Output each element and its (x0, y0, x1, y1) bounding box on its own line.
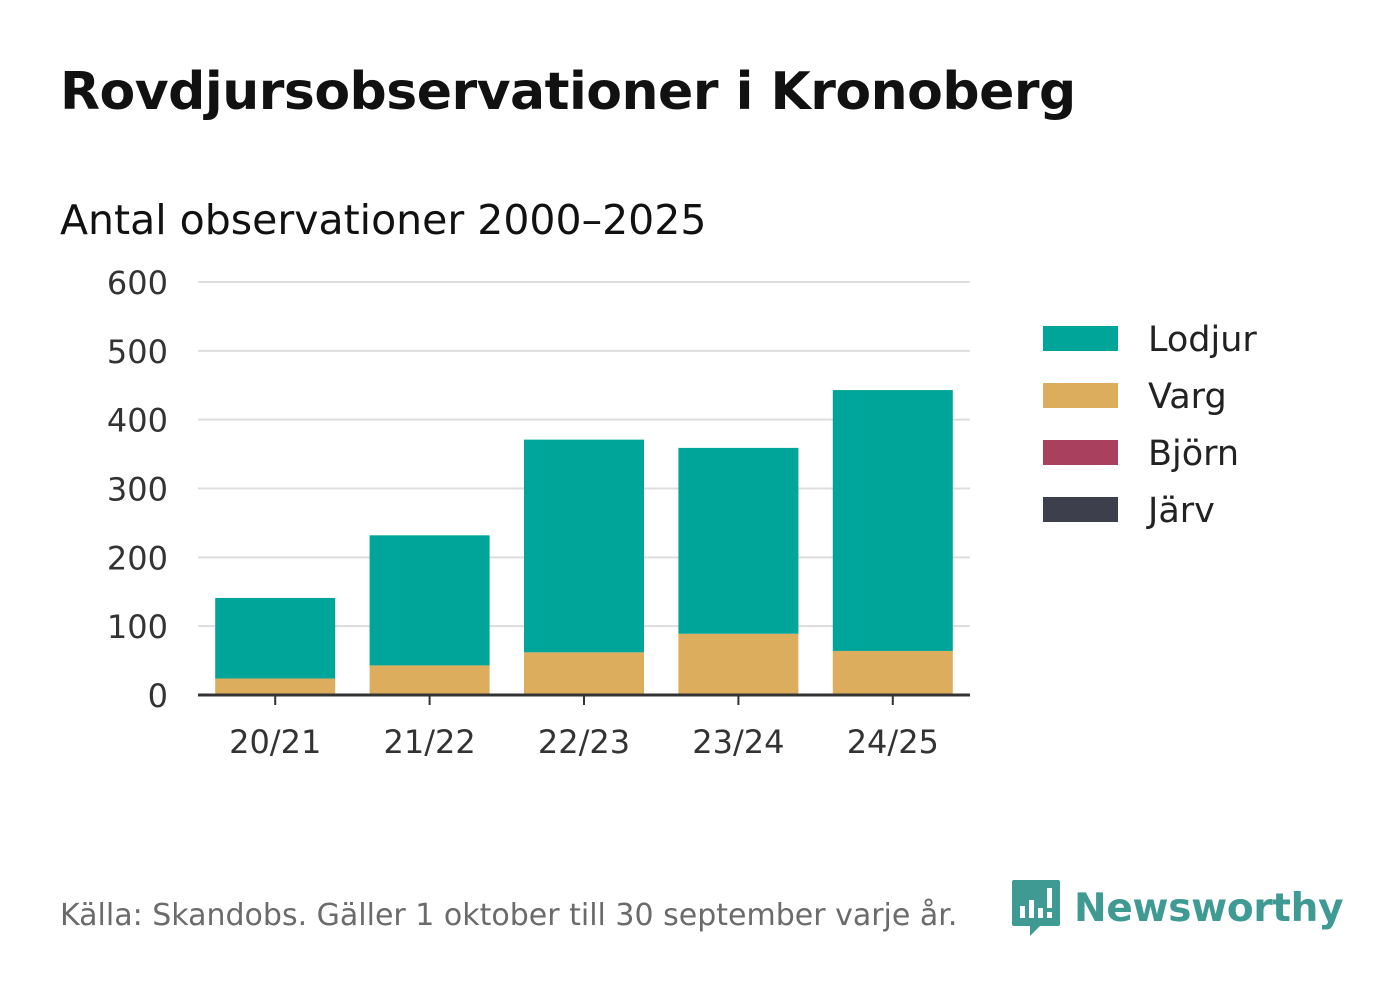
y-tick-label-0: 0 (148, 677, 168, 715)
y-tick-label-100: 100 (107, 608, 168, 646)
legend-label-lodjur: Lodjur (1148, 320, 1257, 360)
y-tick-label-200: 200 (107, 539, 168, 577)
newsworthy-logo[interactable]: Newsworthy (1010, 878, 1343, 938)
legend-swatch-varg (1043, 383, 1118, 408)
bar-lodjur-23-24 (678, 448, 798, 634)
legend-swatch-björn (1043, 440, 1118, 465)
bar-varg-23-24 (678, 634, 798, 695)
source-note: Källa: Skandobs. Gäller 1 oktober till 3… (60, 898, 957, 933)
legend-label-järv: Järv (1146, 491, 1215, 531)
y-tick-label-300: 300 (107, 471, 168, 509)
x-tick-label-23-24: 23/24 (692, 723, 784, 761)
x-tick-label-20-21: 20/21 (229, 723, 321, 761)
y-tick-label-500: 500 (107, 333, 168, 371)
brand-name: Newsworthy (1074, 886, 1343, 931)
x-tick-label-24-25: 24/25 (847, 723, 939, 761)
legend: Lodjur Varg Björn Järv (1043, 320, 1257, 531)
bar-lodjur-24-25 (833, 390, 953, 651)
bar-varg-20-21 (215, 678, 335, 695)
legend-swatch-lodjur (1043, 326, 1118, 351)
legend-label-björn: Björn (1148, 434, 1239, 474)
legend-label-varg: Varg (1148, 377, 1227, 417)
bar-lodjur-20-21 (215, 598, 335, 679)
newsworthy-logo-icon (1010, 878, 1062, 938)
x-tick-label-22-23: 22/23 (538, 723, 630, 761)
bar-varg-21-22 (370, 665, 490, 695)
bars (215, 390, 953, 695)
bar-lodjur-22-23 (524, 440, 644, 653)
stacked-bar-chart: 0 100 200 300 400 500 600 20/21 21/22 22/23 23/24 2… (0, 0, 1382, 860)
y-tick-label-600: 600 (107, 264, 168, 302)
bar-varg-22-23 (524, 652, 644, 695)
legend-swatch-järv (1043, 497, 1118, 522)
y-tick-label-400: 400 (107, 402, 168, 440)
bar-lodjur-21-22 (370, 535, 490, 665)
bar-varg-24-25 (833, 651, 953, 695)
x-tick-label-21-22: 21/22 (383, 723, 475, 761)
